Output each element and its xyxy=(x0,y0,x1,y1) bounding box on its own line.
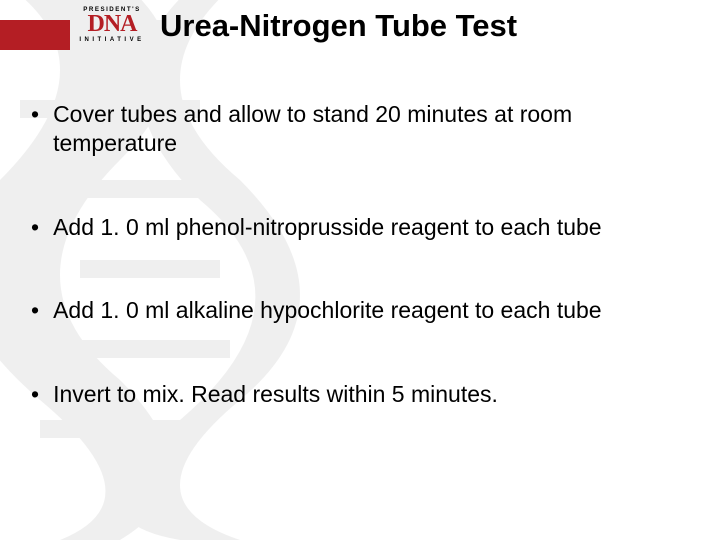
list-item: • Invert to mix. Read results within 5 m… xyxy=(31,380,680,409)
list-item: • Cover tubes and allow to stand 20 minu… xyxy=(31,100,680,159)
logo-line3: INITIATIVE xyxy=(76,37,148,43)
bullet-icon: • xyxy=(31,213,39,242)
bullet-icon: • xyxy=(31,296,39,325)
bullet-text: Cover tubes and allow to stand 20 minute… xyxy=(53,100,680,159)
bullet-icon: • xyxy=(31,100,39,129)
logo: PRESIDENT'S DNA INITIATIVE xyxy=(76,6,148,43)
bullet-icon: • xyxy=(31,380,39,409)
bullet-list: • Cover tubes and allow to stand 20 minu… xyxy=(31,100,680,463)
list-item: • Add 1. 0 ml phenol-nitroprusside reage… xyxy=(31,213,680,242)
logo-line2: DNA xyxy=(76,14,148,36)
slide-title: Urea-Nitrogen Tube Test xyxy=(160,8,517,44)
bullet-text: Invert to mix. Read results within 5 min… xyxy=(53,380,680,409)
list-item: • Add 1. 0 ml alkaline hypochlorite reag… xyxy=(31,296,680,325)
bullet-text: Add 1. 0 ml alkaline hypochlorite reagen… xyxy=(53,296,680,325)
bullet-text: Add 1. 0 ml phenol-nitroprusside reagent… xyxy=(53,213,680,242)
accent-bar xyxy=(0,20,70,50)
